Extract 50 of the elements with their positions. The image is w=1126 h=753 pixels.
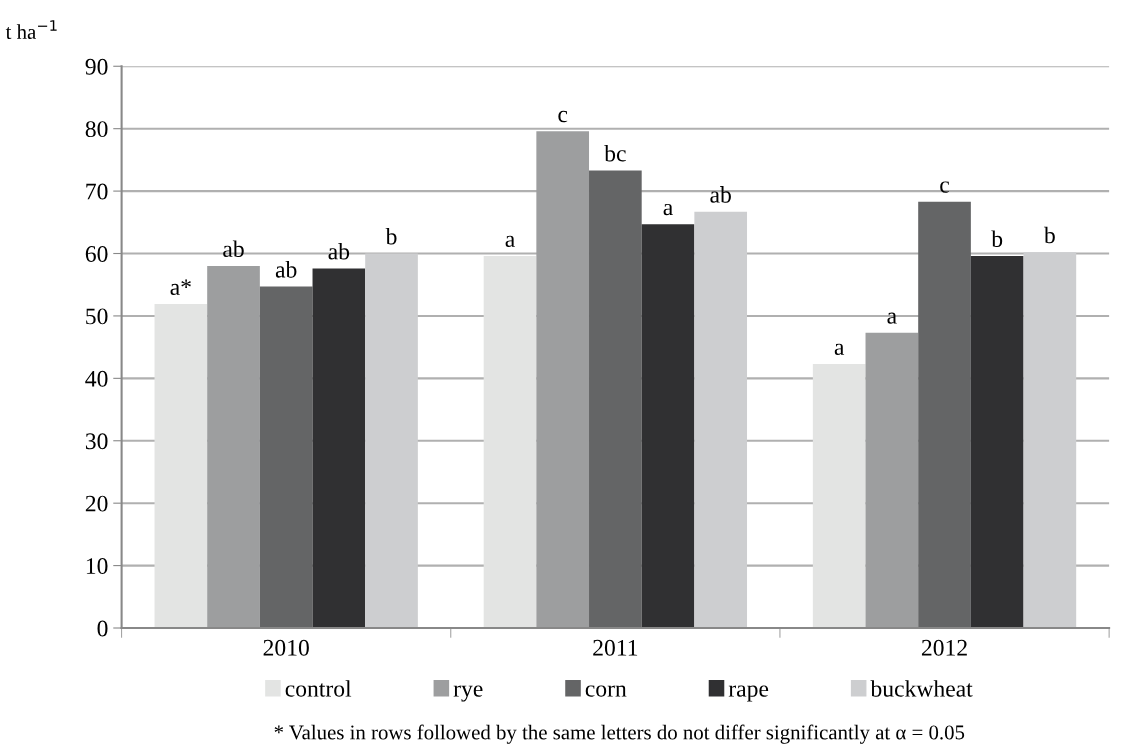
bar (589, 170, 642, 628)
data-label: c (558, 110, 568, 123)
y-tick-label: 60 (85, 246, 108, 262)
y-tick-label: 40 (85, 370, 108, 387)
bar (641, 224, 695, 628)
bar (365, 253, 418, 628)
data-label: a (505, 235, 515, 248)
legend-label: rye (453, 685, 483, 702)
y-tick-label: 80 (85, 121, 108, 138)
data-label: ab (275, 261, 297, 278)
y-axis-title: t ha$^{−1}$ (5, 20, 57, 39)
data-label: ab (328, 242, 350, 260)
x-tick-label: 2010 (263, 639, 309, 656)
y-tick-label: 70 (86, 183, 108, 200)
legend-label: corn (585, 685, 627, 697)
data-label: ab (223, 240, 244, 258)
data-label: a (887, 312, 897, 324)
bar (154, 304, 208, 628)
x-tick-label: 2012 (921, 639, 967, 656)
data-label: b (385, 227, 397, 245)
data-label: a (834, 343, 845, 356)
bar (694, 211, 748, 628)
legend-label: rape (728, 685, 769, 702)
bar (536, 131, 590, 628)
y-tick-label: 30 (85, 433, 108, 450)
text: * Values in rows followed by the same letters do not differ significantly at α = 0.05 (274, 724, 965, 744)
bar (259, 286, 313, 628)
y-tick-label: 20 (85, 495, 108, 512)
y-tick-label: 90 (85, 58, 108, 75)
data-label: a* (170, 279, 191, 296)
bar (918, 201, 971, 628)
y-tick-label: 50 (86, 308, 108, 325)
bar (1023, 252, 1077, 628)
bar (312, 268, 366, 628)
bar (970, 256, 1024, 628)
data-label: c (940, 181, 950, 193)
y-tick-label: 10 (86, 558, 108, 575)
bar (865, 332, 919, 628)
bar (812, 363, 866, 628)
data-label: ab (710, 186, 731, 203)
x-tick-label: 2011 (593, 639, 638, 656)
bar (207, 265, 260, 628)
data-label: bc (604, 144, 626, 162)
legend-label: buckwheat (870, 680, 973, 697)
data-label: b (991, 230, 1003, 248)
y-tick-label: 0 (97, 620, 108, 637)
legend-label: control (285, 680, 352, 697)
data-label: a (663, 203, 673, 216)
bar (483, 256, 537, 628)
data-label: b (1043, 226, 1055, 244)
